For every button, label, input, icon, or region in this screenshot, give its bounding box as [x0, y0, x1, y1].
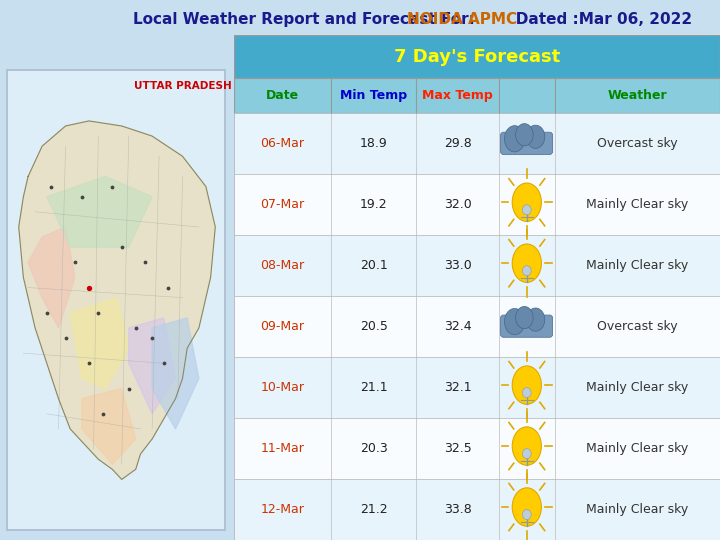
Text: 33.8: 33.8 [444, 503, 472, 516]
Ellipse shape [516, 124, 533, 146]
Ellipse shape [526, 308, 545, 331]
Point [41, 308, 53, 317]
Text: 12-Mar: 12-Mar [261, 503, 305, 516]
Text: NOIDA APMC: NOIDA APMC [407, 12, 517, 27]
Ellipse shape [512, 488, 541, 526]
Point [146, 334, 158, 342]
Text: 20.5: 20.5 [360, 320, 387, 333]
Polygon shape [28, 227, 75, 328]
Text: Overcast sky: Overcast sky [597, 320, 678, 333]
FancyBboxPatch shape [500, 315, 552, 338]
Ellipse shape [512, 244, 541, 282]
Ellipse shape [505, 308, 525, 335]
Text: 7 Day's Forecast: 7 Day's Forecast [394, 48, 560, 65]
Text: 08-Mar: 08-Mar [261, 259, 305, 272]
Ellipse shape [512, 427, 541, 465]
Text: 32.4: 32.4 [444, 320, 472, 333]
Text: 06-Mar: 06-Mar [261, 137, 305, 150]
Text: 20.3: 20.3 [360, 442, 387, 455]
Text: UTTAR PRADESH: UTTAR PRADESH [134, 80, 231, 91]
Ellipse shape [523, 266, 531, 276]
FancyBboxPatch shape [500, 132, 552, 154]
Ellipse shape [526, 125, 545, 148]
Bar [234, 296, 720, 357]
Ellipse shape [516, 307, 533, 329]
Point [116, 243, 127, 252]
Point [107, 182, 118, 191]
Text: Local Weather Report and Forecast For:: Local Weather Report and Forecast For: [133, 12, 480, 27]
Text: 21.2: 21.2 [360, 503, 387, 516]
Point [60, 334, 71, 342]
Polygon shape [152, 318, 199, 429]
Text: Dated :Mar 06, 2022: Dated :Mar 06, 2022 [500, 12, 693, 27]
Text: Overcast sky: Overcast sky [597, 137, 678, 150]
Ellipse shape [512, 366, 541, 404]
Text: 09-Mar: 09-Mar [261, 320, 305, 333]
Polygon shape [19, 121, 215, 480]
FancyBboxPatch shape [7, 70, 225, 530]
Point [84, 359, 95, 368]
Text: Mainly Clear sky: Mainly Clear sky [586, 381, 688, 394]
Text: Weather: Weather [608, 89, 667, 102]
Text: Mainly Clear sky: Mainly Clear sky [586, 259, 688, 272]
Point [163, 283, 174, 292]
Bar [234, 357, 720, 418]
Ellipse shape [523, 388, 531, 398]
Bar [234, 78, 720, 113]
Bar [234, 235, 720, 296]
Bar [234, 174, 720, 235]
Text: 32.5: 32.5 [444, 442, 472, 455]
Ellipse shape [523, 449, 531, 458]
Ellipse shape [523, 510, 531, 519]
Point [123, 384, 135, 393]
Text: 29.8: 29.8 [444, 137, 472, 150]
Bar [234, 113, 720, 174]
Ellipse shape [523, 205, 531, 215]
Point [92, 308, 104, 317]
Polygon shape [47, 177, 152, 247]
Text: 19.2: 19.2 [360, 198, 387, 211]
Bar [234, 35, 720, 78]
Point [69, 258, 81, 267]
Text: 11-Mar: 11-Mar [261, 442, 305, 455]
Text: 07-Mar: 07-Mar [261, 198, 305, 211]
Point [84, 283, 95, 292]
Point [76, 192, 88, 201]
Text: 32.0: 32.0 [444, 198, 472, 211]
Text: 18.9: 18.9 [360, 137, 387, 150]
Text: Mainly Clear sky: Mainly Clear sky [586, 198, 688, 211]
Point [140, 258, 151, 267]
Polygon shape [71, 298, 129, 389]
Point [130, 323, 141, 332]
Polygon shape [129, 318, 176, 414]
Text: 10-Mar: 10-Mar [261, 381, 305, 394]
Text: Mainly Clear sky: Mainly Clear sky [586, 442, 688, 455]
Text: 32.1: 32.1 [444, 381, 472, 394]
Text: Max Temp: Max Temp [422, 89, 493, 102]
Ellipse shape [505, 126, 525, 152]
Text: 20.1: 20.1 [360, 259, 387, 272]
Point [158, 359, 170, 368]
Bar [234, 418, 720, 479]
Ellipse shape [512, 183, 541, 221]
Text: Min Temp: Min Temp [340, 89, 408, 102]
Bar [234, 479, 720, 540]
Text: 33.0: 33.0 [444, 259, 472, 272]
Point [46, 182, 57, 191]
Text: Mainly Clear sky: Mainly Clear sky [586, 503, 688, 516]
Point [97, 409, 109, 418]
Text: 21.1: 21.1 [360, 381, 387, 394]
Text: Date: Date [266, 89, 300, 102]
Polygon shape [82, 389, 135, 464]
